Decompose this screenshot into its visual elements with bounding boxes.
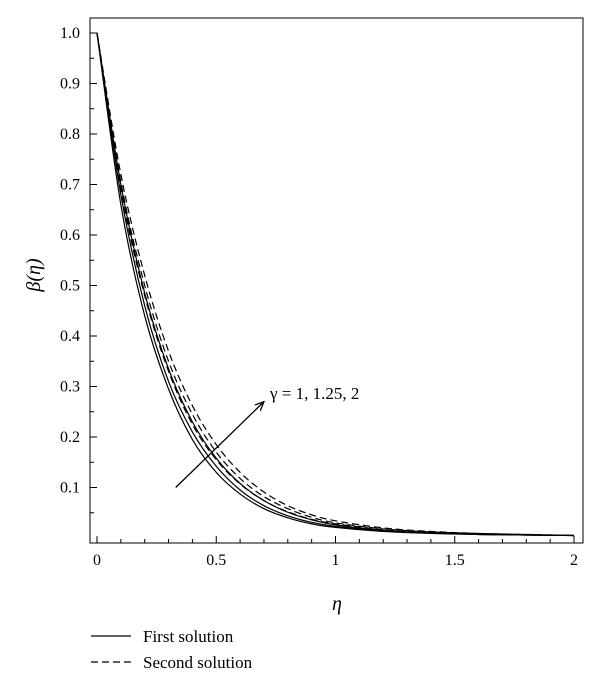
second-solution-curve-3 xyxy=(96,32,575,537)
legend: First solution Second solution xyxy=(91,627,253,672)
x-axis-label: η xyxy=(332,593,342,615)
y-tick-label: 0.4 xyxy=(60,328,80,345)
x-tick-label: 2 xyxy=(570,552,578,569)
y-tick-label: 0.7 xyxy=(60,177,80,194)
x-tick-label: 0.5 xyxy=(206,552,226,569)
annotation: γ = 1, 1.25, 2 xyxy=(175,384,359,488)
y-tick-label: 0.1 xyxy=(60,480,80,497)
second-solution-curve-1 xyxy=(96,32,575,537)
annotation-arrow xyxy=(175,402,264,488)
y-tick-label: 0.3 xyxy=(60,379,80,396)
y-axis-label: β(η) xyxy=(23,258,45,293)
annotation-text: γ = 1, 1.25, 2 xyxy=(269,384,359,403)
x-tick-label: 1 xyxy=(332,552,340,569)
plot-frame xyxy=(89,17,584,544)
first-solution-curve-2 xyxy=(96,32,575,537)
y-tick-label: 0.5 xyxy=(60,278,80,295)
second-solution-curve-2 xyxy=(96,32,575,537)
legend-first-solution: First solution xyxy=(143,627,234,646)
legend-second-solution: Second solution xyxy=(143,653,253,672)
x-tick-label: 1.5 xyxy=(445,552,465,569)
y-tick-label: 0.6 xyxy=(60,227,80,244)
series-group xyxy=(96,32,575,537)
y-tick-label: 1.0 xyxy=(60,25,80,42)
y-tick-label: 0.2 xyxy=(60,429,80,446)
y-tick-label: 0.9 xyxy=(60,76,80,93)
ticks: 0 0.5 1 1.5 2 0.1 0.2 0.3 0.4 0.5 0.6 0.7 0.8 0.9 1.0 xyxy=(60,25,578,569)
y-tick-label: 0.8 xyxy=(60,126,80,143)
first-solution-curve-1 xyxy=(96,32,575,537)
x-tick-label: 0 xyxy=(93,552,101,569)
first-solution-curve-3 xyxy=(96,32,575,537)
